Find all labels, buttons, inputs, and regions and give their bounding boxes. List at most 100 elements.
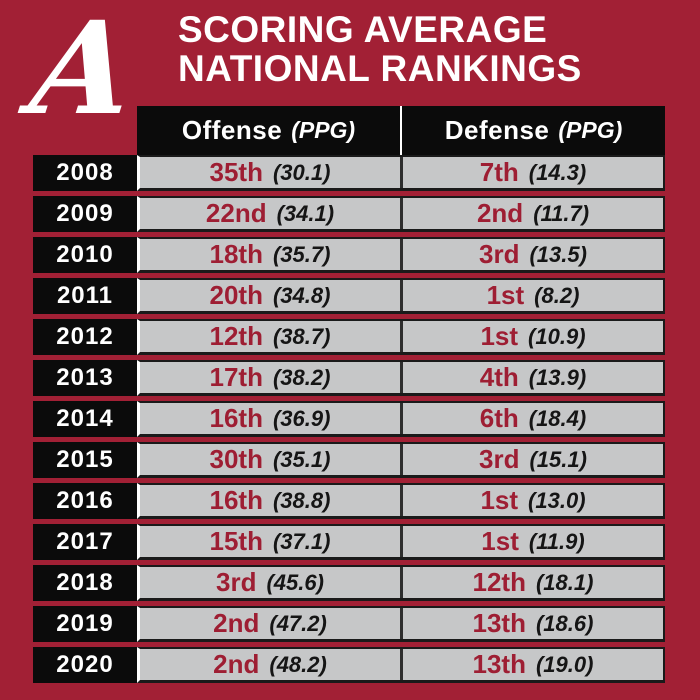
offense-rank: 22nd — [205, 198, 267, 228]
table-row: 2012 12th (38.7) 1st (10.9) — [33, 319, 665, 355]
offense-ppg: (37.1) — [272, 528, 331, 554]
row-cells: 20th (34.8) 1st (8.2) — [137, 278, 665, 314]
offense-ppg: (35.1) — [272, 446, 331, 472]
table-row: 2014 16th (36.9) 6th (18.4) — [33, 401, 665, 437]
offense-cell: 22nd (34.1) — [140, 198, 400, 229]
defense-rank: 2nd — [476, 198, 524, 228]
defense-cell: 2nd (11.7) — [403, 198, 663, 229]
cell-column-divider — [400, 485, 403, 516]
defense-rank: 4th — [479, 362, 519, 392]
table-row: 2019 2nd (47.2) 13th (18.6) — [33, 606, 665, 642]
defense-rank: 3rd — [479, 239, 520, 269]
column-header-offense: Offense (PPG) — [137, 106, 400, 155]
defense-cell: 1st (11.9) — [403, 526, 663, 557]
offense-rank: 12th — [209, 321, 263, 351]
cell-column-divider — [400, 649, 403, 680]
offense-rank: 2nd — [213, 608, 260, 638]
year-cell: 2020 — [33, 647, 137, 683]
cell-column-divider — [400, 362, 403, 393]
table-header: Offense (PPG) Defense (PPG) — [33, 106, 665, 155]
defense-cell: 4th (13.9) — [403, 362, 663, 393]
defense-ppg: (8.2) — [534, 282, 580, 308]
year-label: 2015 — [56, 446, 114, 473]
cell-column-divider — [400, 403, 403, 434]
row-cells: 2nd (48.2) 13th (19.0) — [137, 647, 665, 683]
defense-rank: 3rd — [479, 444, 520, 474]
offense-cell: 2nd (48.2) — [140, 649, 400, 680]
defense-cell: 7th (14.3) — [403, 157, 663, 188]
cell-column-divider — [400, 526, 403, 557]
offense-rank: 16th — [209, 403, 263, 433]
table-row: 2010 18th (35.7) 3rd (13.5) — [33, 237, 665, 273]
offense-cell: 17th (38.2) — [140, 362, 400, 393]
offense-column-label: Offense — [181, 115, 283, 145]
defense-cell: 1st (8.2) — [403, 280, 663, 311]
row-cells: 16th (38.8) 1st (13.0) — [137, 483, 665, 519]
defense-rank: 1st — [481, 526, 519, 556]
cell-column-divider — [400, 567, 403, 598]
defense-cell: 3rd (15.1) — [403, 444, 663, 475]
defense-ppg: (18.4) — [528, 405, 587, 431]
offense-ppg: (47.2) — [269, 610, 327, 636]
row-cells: 35th (30.1) 7th (14.3) — [137, 155, 665, 191]
table-row: 2013 17th (38.2) 4th (13.9) — [33, 360, 665, 396]
table-row: 2011 20th (34.8) 1st (8.2) — [33, 278, 665, 314]
row-cells: 15th (37.1) 1st (11.9) — [137, 524, 665, 560]
defense-cell: 6th (18.4) — [403, 403, 663, 434]
table-row: 2018 3rd (45.6) 12th (18.1) — [33, 565, 665, 601]
offense-cell: 12th (38.7) — [140, 321, 400, 352]
offense-ppg: (36.9) — [272, 405, 331, 431]
year-label: 2018 — [56, 569, 114, 596]
row-cells: 16th (36.9) 6th (18.4) — [137, 401, 665, 437]
defense-rank: 12th — [472, 567, 526, 597]
defense-cell: 13th (18.6) — [403, 608, 663, 639]
header-column-divider — [400, 106, 402, 155]
year-label: 2014 — [56, 405, 114, 432]
defense-cell: 1st (13.0) — [403, 485, 663, 516]
defense-cell: 3rd (13.5) — [403, 239, 663, 270]
row-cells: 30th (35.1) 3rd (15.1) — [137, 442, 665, 478]
cell-column-divider — [400, 321, 403, 352]
offense-rank: 15th — [209, 526, 263, 556]
title-line-2: NATIONAL RANKINGS — [178, 47, 582, 89]
table-row: 2017 15th (37.1) 1st (11.9) — [33, 524, 665, 560]
year-cell: 2019 — [33, 606, 137, 642]
defense-ppg: (14.3) — [528, 159, 587, 185]
offense-cell: 15th (37.1) — [140, 526, 400, 557]
offense-ppg: (30.1) — [272, 159, 331, 185]
year-label: 2008 — [56, 159, 114, 186]
cell-column-divider — [400, 239, 403, 270]
offense-ppg: (35.7) — [272, 241, 331, 267]
year-cell: 2012 — [33, 319, 137, 355]
defense-cell: 12th (18.1) — [403, 567, 663, 598]
defense-rank: 13th — [472, 649, 526, 679]
cell-column-divider — [400, 444, 403, 475]
year-cell: 2016 — [33, 483, 137, 519]
offense-ppg: (38.7) — [272, 323, 331, 349]
defense-rank: 7th — [479, 157, 519, 187]
offense-cell: 16th (38.8) — [140, 485, 400, 516]
offense-ppg: (38.8) — [272, 487, 331, 513]
defense-ppg: (10.9) — [528, 323, 586, 349]
year-cell: 2017 — [33, 524, 137, 560]
title-line-1: SCORING AVERAGE — [178, 9, 548, 50]
year-cell: 2018 — [33, 565, 137, 601]
table-row: 2016 16th (38.8) 1st (13.0) — [33, 483, 665, 519]
offense-cell: 20th (34.8) — [140, 280, 400, 311]
defense-rank: 13th — [472, 608, 526, 638]
offense-rank: 35th — [209, 157, 263, 187]
offense-rank: 20th — [209, 280, 263, 310]
header: A SCORING AVERAGE NATIONAL RANKINGS — [0, 0, 700, 150]
offense-rank: 18th — [209, 239, 263, 269]
year-cell: 2015 — [33, 442, 137, 478]
page-title: SCORING AVERAGE NATIONAL RANKINGS — [178, 9, 582, 150]
cell-column-divider — [400, 157, 403, 188]
year-cell: 2008 — [33, 155, 137, 191]
row-cells: 22nd (34.1) 2nd (11.7) — [137, 196, 665, 232]
row-cells: 2nd (47.2) 13th (18.6) — [137, 606, 665, 642]
year-cell: 2014 — [33, 401, 137, 437]
year-label: 2017 — [56, 528, 114, 555]
defense-ppg: (13.5) — [529, 241, 587, 267]
offense-ppg: (34.8) — [272, 282, 331, 308]
